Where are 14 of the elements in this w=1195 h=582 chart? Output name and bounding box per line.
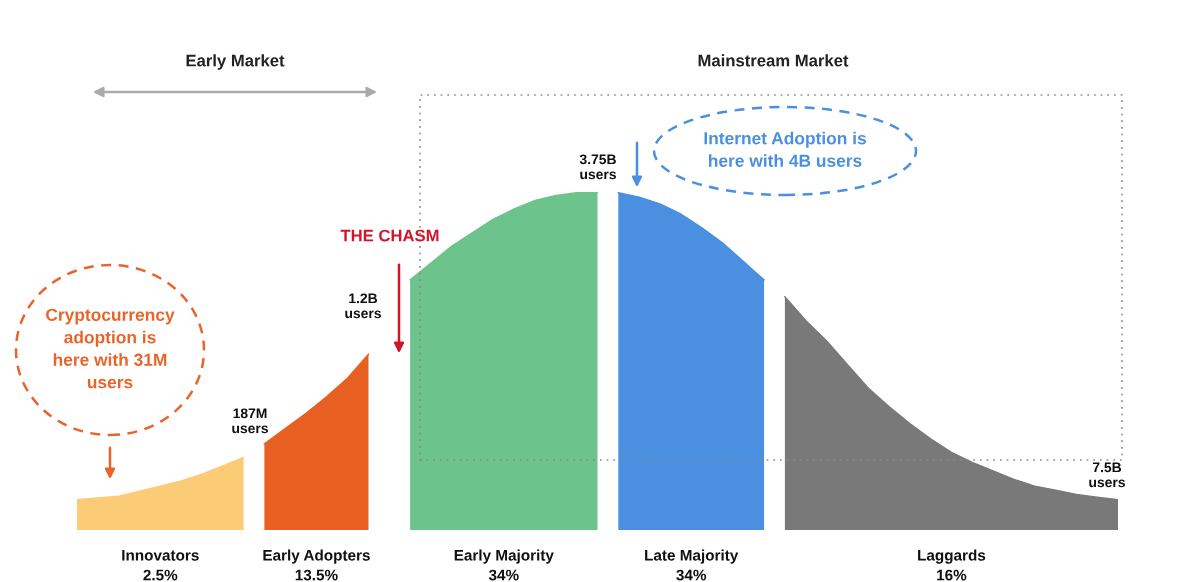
text: Internet Adoption is here with 4B users xyxy=(704,131,866,167)
text: Mainstream Market xyxy=(698,54,849,67)
series-label: Late Majority 34% xyxy=(645,549,739,581)
text: Early Market xyxy=(186,54,285,70)
annotation: 7.5B users xyxy=(1089,462,1125,488)
annotation: Cryptocurrency adoption is here with 31M users xyxy=(46,308,175,389)
series-label: Early Majority 34% xyxy=(454,549,554,581)
series-label: Early Adopters 13.5% xyxy=(263,549,370,581)
series-label: Innovators 2.5% xyxy=(122,550,199,581)
annotation: THE CHASM xyxy=(340,229,439,242)
annotation: 187M users xyxy=(232,408,268,434)
series-label: Laggards 16% xyxy=(918,549,986,581)
text: 3.75B users xyxy=(579,154,616,180)
annotation: 1.2B users xyxy=(345,293,381,319)
